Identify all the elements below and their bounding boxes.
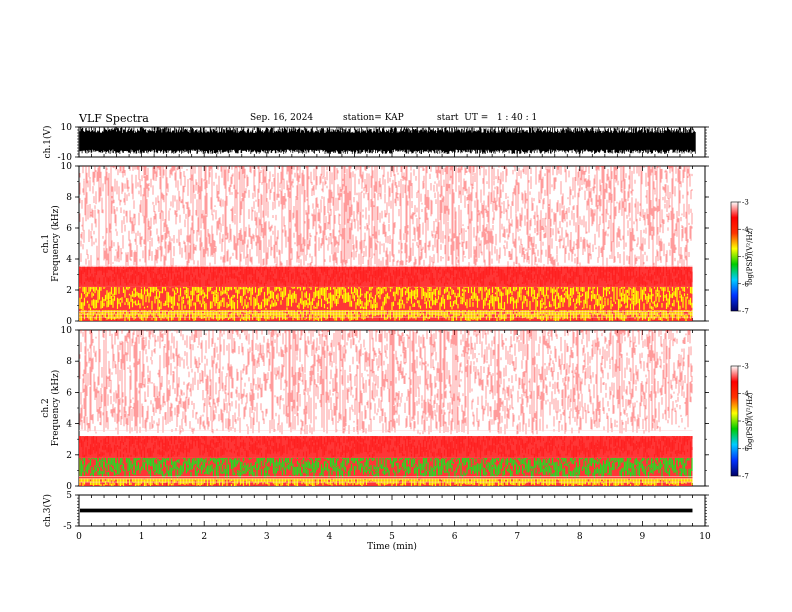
y-axis-label: Frequency (kHz) <box>50 205 61 282</box>
colorbar-gradient <box>730 365 739 477</box>
colorbar-tick-label: -4 <box>742 390 749 398</box>
y-tick-label: 10 <box>61 326 73 336</box>
x-tick-label: 0 <box>76 532 82 542</box>
y-axis-label: ch.3(V) <box>42 494 53 527</box>
chart-title: VLF Spectra <box>79 112 149 125</box>
y-tick-label: 2 <box>66 451 72 461</box>
colorbar-1: -3 -4 -5 -6 -7 log(PSD)(V²/Hz) <box>730 199 754 316</box>
ch2-spectrogram-panel: 0 2 4 6 8 10 ch.2 Frequency (kHz) <box>41 326 709 492</box>
colorbar-label: log(PSD)(V²/Hz) <box>746 392 754 449</box>
spectrogram-background-noise <box>79 166 693 270</box>
y-tick-label: 4 <box>66 420 72 430</box>
y-tick-label: -10 <box>58 153 73 163</box>
spectrogram-background-noise <box>79 330 693 435</box>
ch3-trace <box>80 508 693 513</box>
spectrogram-band-texture <box>79 286 693 311</box>
ch1-spectrogram-panel-image <box>79 166 693 321</box>
ch1-waveform-panel: 10 -10 ch.1(V) <box>42 123 709 163</box>
y-tick-label: 4 <box>66 255 72 265</box>
x-tick-label: 1 <box>139 532 145 542</box>
y-tick-label: 6 <box>66 224 72 234</box>
y-tick-label: 0 <box>66 482 72 492</box>
colorbar-label: log(PSD)(V²/Hz) <box>746 228 754 285</box>
y-axis-label: ch.1(V) <box>42 126 53 159</box>
spectrogram-band-texture <box>79 457 693 479</box>
ch2-spectrogram-panel-image <box>79 330 693 486</box>
colorbar-tick-label: -5 <box>742 253 749 261</box>
y-tick-label: 8 <box>66 357 72 367</box>
date-label: Sep. 16, 2024 <box>250 113 314 123</box>
y-axis-label: Frequency (kHz) <box>50 370 61 447</box>
colorbar-tick-label: -6 <box>742 445 749 453</box>
y-tick-label: -5 <box>63 522 72 532</box>
colorbar-tick-label: -5 <box>742 418 749 426</box>
colorbar-tick-label: -4 <box>742 226 749 234</box>
ch1-trace <box>79 127 696 154</box>
ch3-waveform-panel: 5 -5 ch.3(V) 0 1 2 3 4 5 6 7 8 9 10 Time (min) <box>42 491 711 552</box>
y-tick-label: 10 <box>61 123 73 133</box>
x-tick-label: 6 <box>452 532 458 542</box>
colorbar-tick-label: -7 <box>742 473 749 481</box>
x-tick-label: 8 <box>577 532 583 542</box>
colorbar-2: -3 -4 -5 -6 -7 log(PSD)(V²/Hz) <box>730 363 754 481</box>
x-tick-label: 9 <box>640 532 646 542</box>
station-label: station= KAP <box>343 113 404 123</box>
y-axis-label-channel: ch.1 <box>41 234 51 253</box>
x-tick-label: 4 <box>327 532 333 542</box>
spectrogram-band <box>79 310 693 321</box>
x-axis-label: Time (min) <box>367 541 417 552</box>
y-tick-label: 2 <box>66 286 72 296</box>
ch1-spectrogram-panel: 0 2 4 6 8 10 ch.1 Frequency (kHz) <box>41 162 709 327</box>
spectrogram-band-texture <box>79 436 693 458</box>
y-tick-label: 10 <box>61 162 73 172</box>
y-tick-label: 6 <box>66 388 72 398</box>
colorbar-tick-label: -7 <box>742 308 749 316</box>
x-tick-label: 10 <box>699 532 711 542</box>
colorbar-gradient <box>730 201 739 312</box>
colorbar-tick-label: -6 <box>742 280 749 288</box>
colorbar-tick-label: -3 <box>742 199 749 207</box>
y-axis-label-channel: ch.2 <box>41 398 51 417</box>
x-tick-label: 7 <box>514 532 520 542</box>
x-tick-label: 5 <box>389 532 395 542</box>
y-tick-label: 8 <box>66 193 72 203</box>
colorbar-tick-label: -3 <box>742 363 749 371</box>
x-tick-label: 3 <box>264 532 270 542</box>
spectrogram-band-texture <box>79 266 693 287</box>
start-time-label: start UT = 1 : 40 : 1 <box>437 113 538 123</box>
y-tick-label: 5 <box>66 491 72 501</box>
y-tick-label: 0 <box>66 317 72 327</box>
x-tick-label: 2 <box>201 532 207 542</box>
